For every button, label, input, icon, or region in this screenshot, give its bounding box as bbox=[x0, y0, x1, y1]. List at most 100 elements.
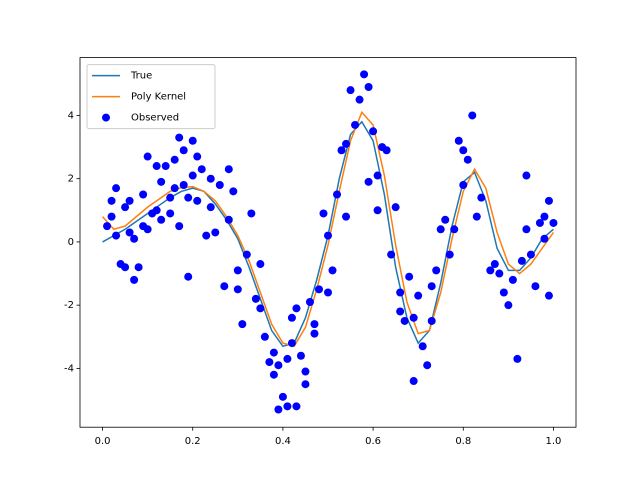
point bbox=[143, 225, 152, 234]
point bbox=[427, 316, 436, 325]
point bbox=[454, 136, 463, 145]
point bbox=[301, 367, 310, 376]
point bbox=[269, 370, 278, 379]
point bbox=[274, 405, 283, 414]
legend-label: Poly Kernel bbox=[131, 92, 186, 103]
point bbox=[238, 320, 247, 329]
point bbox=[360, 70, 369, 79]
point bbox=[152, 162, 161, 171]
point bbox=[278, 392, 287, 401]
point bbox=[301, 380, 310, 389]
point bbox=[319, 209, 328, 218]
point bbox=[387, 250, 396, 259]
point bbox=[107, 196, 116, 205]
y-tick-label: 4 bbox=[68, 110, 74, 121]
point bbox=[373, 171, 382, 180]
y-tick-label: 0 bbox=[68, 237, 74, 248]
point bbox=[333, 190, 342, 199]
point bbox=[130, 234, 139, 243]
point bbox=[157, 177, 166, 186]
point bbox=[409, 313, 418, 322]
point bbox=[260, 332, 269, 341]
point bbox=[274, 361, 283, 370]
point bbox=[499, 288, 508, 297]
point bbox=[364, 83, 373, 92]
point bbox=[166, 209, 175, 218]
point bbox=[409, 377, 418, 386]
x-tick-label: 0.8 bbox=[455, 436, 471, 447]
point bbox=[247, 209, 256, 218]
point bbox=[382, 146, 391, 155]
point bbox=[206, 203, 215, 212]
point bbox=[310, 320, 319, 329]
y-tick-label: 2 bbox=[68, 174, 74, 185]
point bbox=[170, 184, 179, 193]
point bbox=[143, 152, 152, 161]
point bbox=[544, 196, 553, 205]
point bbox=[328, 266, 337, 275]
point bbox=[112, 231, 121, 240]
point bbox=[292, 402, 301, 411]
point bbox=[224, 215, 233, 224]
point bbox=[513, 354, 522, 363]
point bbox=[211, 228, 220, 237]
point bbox=[256, 260, 265, 269]
point bbox=[432, 266, 441, 275]
point bbox=[369, 127, 378, 136]
point bbox=[233, 285, 242, 294]
point bbox=[355, 95, 364, 104]
point bbox=[549, 218, 558, 227]
point bbox=[125, 228, 134, 237]
point bbox=[441, 215, 450, 224]
point bbox=[346, 86, 355, 95]
point bbox=[287, 313, 296, 322]
point bbox=[287, 339, 296, 348]
point bbox=[450, 225, 459, 234]
point bbox=[224, 165, 233, 174]
point bbox=[522, 171, 531, 180]
point bbox=[175, 222, 184, 231]
point bbox=[139, 190, 148, 199]
point bbox=[193, 196, 202, 205]
point bbox=[490, 260, 499, 269]
point bbox=[427, 282, 436, 291]
point bbox=[342, 139, 351, 148]
point bbox=[242, 250, 251, 259]
x-tick-label: 0.4 bbox=[275, 436, 291, 447]
point bbox=[193, 152, 202, 161]
point bbox=[229, 187, 238, 196]
legend-marker bbox=[102, 113, 110, 122]
x-tick-label: 1.0 bbox=[546, 436, 562, 447]
point bbox=[522, 225, 531, 234]
point bbox=[233, 266, 242, 275]
point bbox=[477, 193, 486, 202]
point bbox=[134, 263, 143, 272]
point bbox=[472, 212, 481, 221]
x-tick-label: 0.6 bbox=[365, 436, 381, 447]
point bbox=[517, 256, 526, 265]
point bbox=[130, 275, 139, 284]
x-tick-label: 0.2 bbox=[185, 436, 201, 447]
point bbox=[175, 133, 184, 142]
point bbox=[202, 231, 211, 240]
point bbox=[535, 218, 544, 227]
point bbox=[184, 272, 193, 281]
point bbox=[414, 291, 423, 300]
point bbox=[540, 234, 549, 243]
point bbox=[256, 304, 265, 313]
point bbox=[179, 146, 188, 155]
point bbox=[310, 329, 319, 338]
point bbox=[364, 177, 373, 186]
point bbox=[188, 171, 197, 180]
point bbox=[103, 222, 112, 231]
point bbox=[121, 263, 130, 272]
point bbox=[540, 212, 549, 221]
point bbox=[459, 146, 468, 155]
point bbox=[283, 354, 292, 363]
point bbox=[342, 212, 351, 221]
point bbox=[504, 301, 513, 310]
point bbox=[405, 272, 414, 281]
point bbox=[544, 291, 553, 300]
point bbox=[495, 269, 504, 278]
